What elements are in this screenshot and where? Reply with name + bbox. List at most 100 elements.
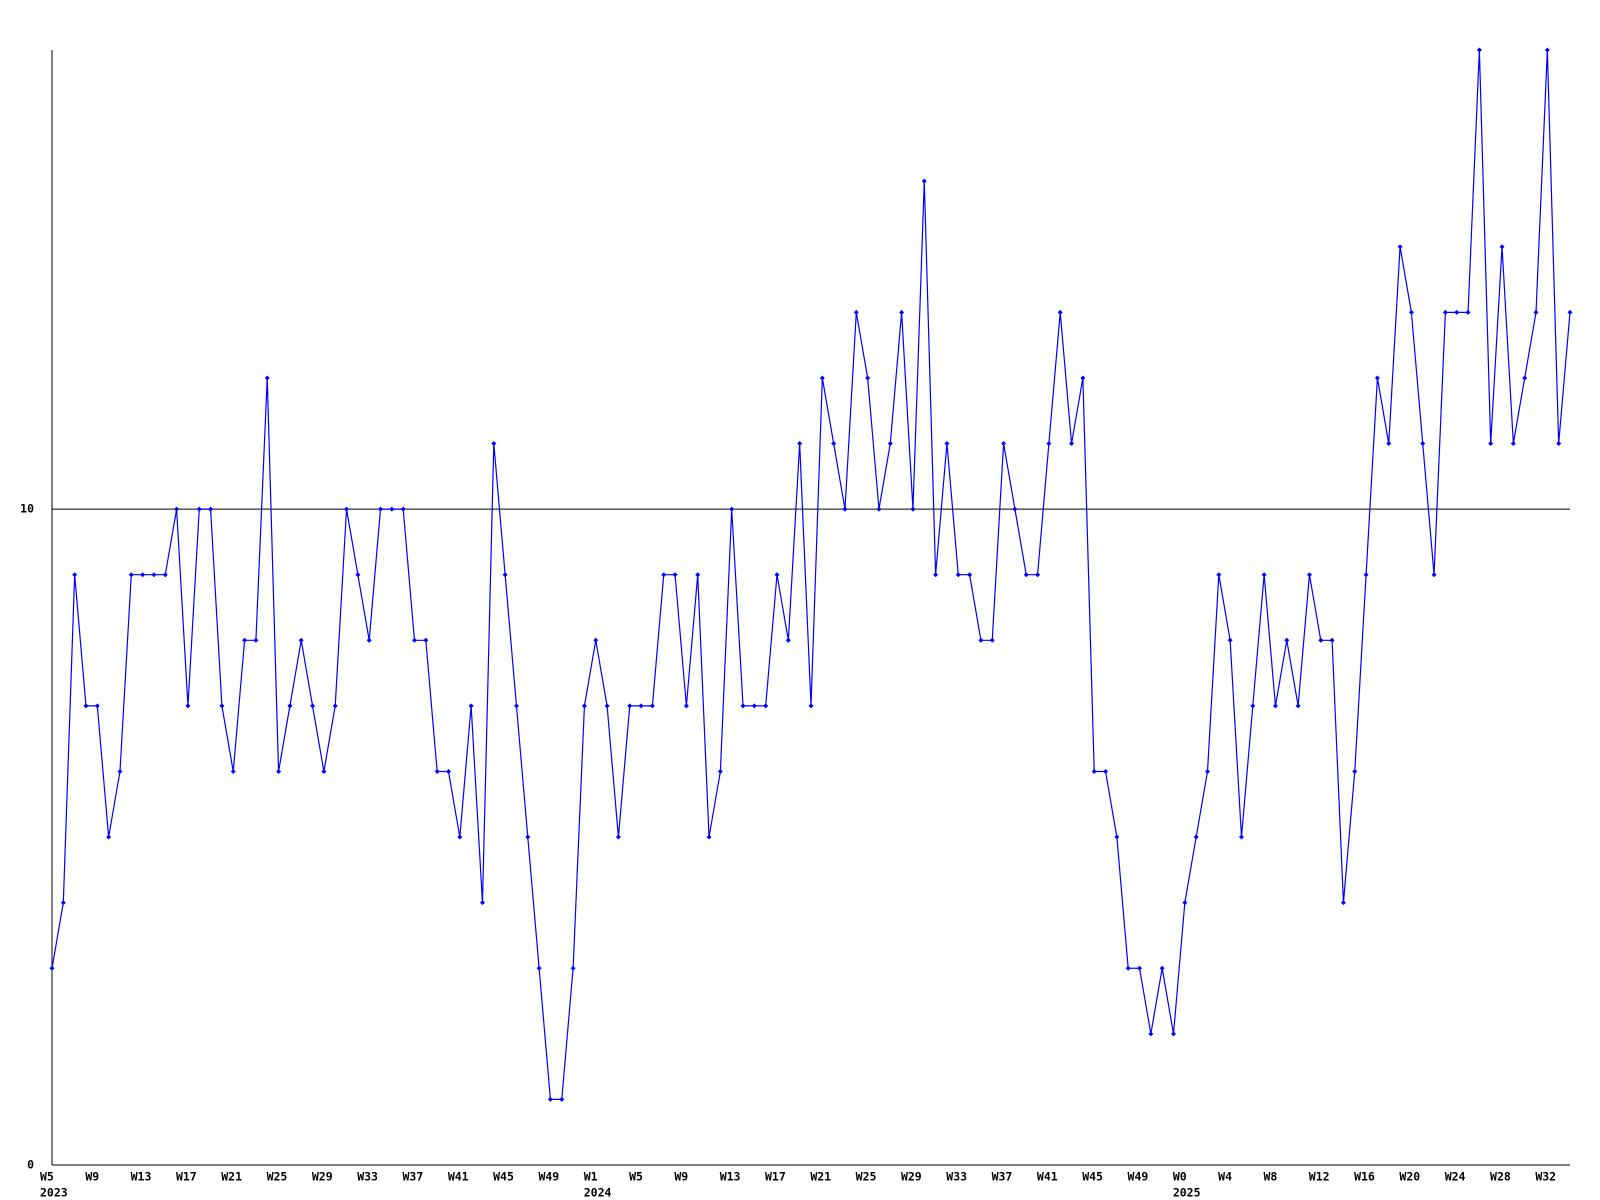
point-marker — [276, 768, 282, 774]
point-marker — [83, 703, 89, 709]
point-marker — [706, 834, 712, 840]
point-marker — [593, 637, 599, 643]
x-tick-label: W41 — [448, 1170, 469, 1184]
x-tick-label: W45 — [493, 1170, 514, 1184]
point-marker — [751, 703, 757, 709]
x-tick-label: W4 — [1218, 1170, 1232, 1184]
x-tick-label: W13 — [131, 1170, 152, 1184]
point-marker — [332, 703, 338, 709]
x-tick-label: W49 — [1128, 1170, 1149, 1184]
point-marker — [1329, 637, 1335, 643]
x-tick-label: W25 — [856, 1170, 877, 1184]
x-tick-label: W21 — [810, 1170, 831, 1184]
point-marker — [310, 703, 316, 709]
point-marker — [1567, 309, 1573, 315]
point-marker — [287, 703, 293, 709]
x-tick-label: W33 — [357, 1170, 378, 1184]
x-tick-label: W0 — [1173, 1170, 1187, 1184]
x-tick-label: W17 — [765, 1170, 786, 1184]
point-marker — [1250, 703, 1256, 709]
x-year-label: 2025 — [1173, 1186, 1201, 1200]
point-marker — [1408, 309, 1414, 315]
y-tick-label: 10 — [20, 502, 34, 516]
point-marker — [853, 309, 859, 315]
point-marker — [1522, 375, 1528, 381]
point-marker — [683, 703, 689, 709]
point-marker — [208, 506, 214, 512]
point-marker — [1544, 47, 1550, 53]
point-marker — [457, 834, 463, 840]
point-marker — [570, 965, 576, 971]
point-marker — [253, 637, 259, 643]
point-marker — [196, 506, 202, 512]
point-marker — [72, 572, 78, 578]
point-marker — [740, 703, 746, 709]
point-marker — [513, 703, 519, 709]
point-marker — [219, 703, 225, 709]
point-marker — [1386, 441, 1392, 447]
point-marker — [1510, 441, 1516, 447]
point-marker — [1001, 441, 1007, 447]
point-marker — [1488, 441, 1494, 447]
point-marker — [1363, 572, 1369, 578]
point-marker — [525, 834, 531, 840]
point-marker — [933, 572, 939, 578]
point-marker — [1171, 1031, 1177, 1037]
point-marker — [604, 703, 610, 709]
point-marker — [400, 506, 406, 512]
point-marker — [1227, 637, 1233, 643]
point-marker — [1125, 965, 1131, 971]
point-marker — [1035, 572, 1041, 578]
x-tick-label: W45 — [1082, 1170, 1103, 1184]
point-marker — [355, 572, 361, 578]
x-year-label: 2023 — [40, 1186, 68, 1200]
point-marker — [661, 572, 667, 578]
point-marker — [547, 1096, 553, 1102]
x-tick-label: W41 — [1037, 1170, 1058, 1184]
point-marker — [49, 965, 55, 971]
point-marker — [1137, 965, 1143, 971]
point-marker — [230, 768, 236, 774]
point-marker — [899, 309, 905, 315]
x-tick-label: W12 — [1309, 1170, 1330, 1184]
point-marker — [468, 703, 474, 709]
point-marker — [1340, 900, 1346, 906]
point-marker — [344, 506, 350, 512]
point-marker — [264, 375, 270, 381]
point-marker — [1159, 965, 1165, 971]
point-marker — [797, 441, 803, 447]
point-marker — [1080, 375, 1086, 381]
point-marker — [1284, 637, 1290, 643]
x-tick-label: W9 — [674, 1170, 688, 1184]
point-marker — [389, 506, 395, 512]
point-marker — [1499, 244, 1505, 250]
point-marker — [174, 506, 180, 512]
x-tick-label: W21 — [221, 1170, 242, 1184]
point-marker — [1533, 309, 1539, 315]
point-marker — [242, 637, 248, 643]
point-marker — [819, 375, 825, 381]
point-marker — [910, 506, 916, 512]
point-marker — [423, 637, 429, 643]
y-tick-label: 0 — [27, 1158, 34, 1172]
point-marker — [1216, 572, 1222, 578]
point-marker — [1454, 309, 1460, 315]
point-marker — [785, 637, 791, 643]
point-marker — [1261, 572, 1267, 578]
point-marker — [774, 572, 780, 578]
x-tick-label: W29 — [312, 1170, 333, 1184]
x-year-label: 2024 — [584, 1186, 612, 1200]
point-marker — [1420, 441, 1426, 447]
point-marker — [763, 703, 769, 709]
x-tick-label: W33 — [946, 1170, 967, 1184]
point-marker — [1374, 375, 1380, 381]
x-tick-label: W1 — [584, 1170, 598, 1184]
point-marker — [1182, 900, 1188, 906]
point-marker — [876, 506, 882, 512]
point-marker — [1318, 637, 1324, 643]
series-line — [51, 49, 1571, 1101]
point-marker — [1091, 768, 1097, 774]
point-marker — [559, 1096, 565, 1102]
